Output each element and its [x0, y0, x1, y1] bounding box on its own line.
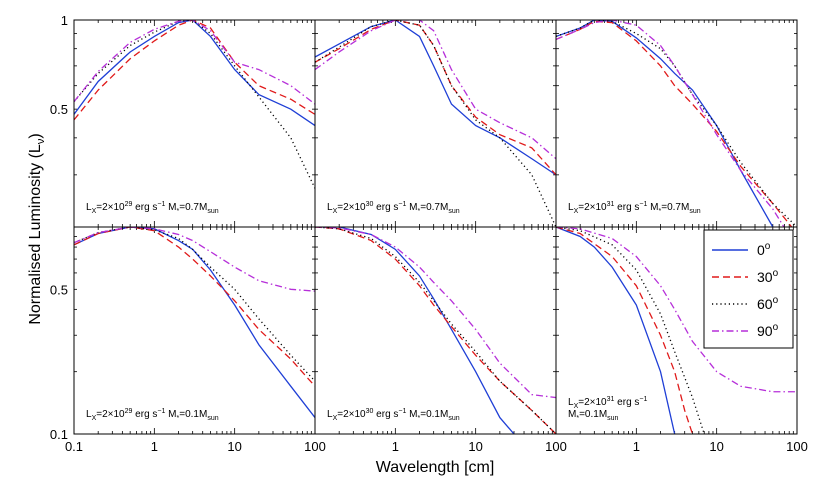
panel-annotation: LX=2×1029 erg s−1 M*=0.7Msun	[86, 201, 219, 215]
series-0-deg-line	[315, 20, 556, 176]
panel-top-middle: LX=2×1030 erg s−1 M*=0.7Msun	[314, 19, 557, 228]
legend-label-90: 90o	[757, 322, 779, 339]
panel-frame	[555, 226, 798, 435]
series-90-deg-line	[74, 20, 315, 105]
legend-label-0: 0o	[757, 241, 771, 258]
series-0-deg-line	[556, 20, 774, 227]
x-tick-label: 10	[227, 439, 241, 454]
panel-annotation: LX=2×1030 erg s−1 M*=0.7Msun	[327, 201, 460, 215]
series-0-deg-line	[556, 227, 676, 434]
series-60-deg-line	[556, 20, 797, 227]
y-axis-label: Normalised Luminosity (Lν)	[27, 133, 47, 324]
panel-annotation: LX=2×1031 erg s−1	[568, 396, 648, 410]
series-90-deg-line	[315, 20, 556, 160]
series-60-deg-line	[74, 227, 315, 382]
series-30-deg-line	[315, 227, 556, 434]
y-tick-label: 1	[61, 13, 68, 28]
x-tick-label: 1	[151, 439, 158, 454]
legend: 0o 30o 60o 90o	[703, 229, 794, 349]
series-0-deg-line	[315, 227, 515, 434]
series-0-deg-line	[74, 20, 315, 127]
panel-frame	[73, 19, 316, 228]
x-tick-label: 0.1	[65, 439, 83, 454]
panel-frame	[555, 19, 798, 228]
x-tick-label: 1	[392, 439, 399, 454]
panel-annotation: M*=0.1Msun	[568, 409, 619, 422]
x-tick-label: 10	[468, 439, 482, 454]
series-60-deg-line	[315, 20, 556, 227]
x-tick-label: 100	[545, 439, 567, 454]
y-tick-label: 0.1	[50, 427, 68, 442]
series-60-deg-line	[315, 227, 556, 434]
series-30-deg-line	[315, 20, 556, 176]
panels-group: 0.5 1 LX=2×1029 erg s−1 M*=0.7Msun LX=2×103…	[50, 13, 808, 454]
y-tick-label: 0.5	[50, 282, 68, 297]
panel-annotation: LX=2×1030 erg s−1 M*=0.1Msun	[327, 408, 460, 422]
x-axis-label: Wavelength [cm]	[376, 459, 495, 476]
series-0-deg-line	[74, 227, 315, 419]
panel-frame	[314, 226, 557, 435]
x-tick-label: 100	[304, 439, 326, 454]
x-tick-label: 100	[786, 439, 808, 454]
panel-top-left: 0.5 1 LX=2×1029 erg s−1 M*=0.7Msun	[50, 13, 316, 228]
x-tick-label: 1	[633, 439, 640, 454]
series-90-deg-line	[556, 20, 785, 227]
series-90-deg-line	[315, 227, 556, 399]
series-30-deg-line	[74, 20, 315, 121]
y-tick-label: 0.5	[50, 102, 68, 117]
series-90-deg-line	[74, 227, 315, 292]
panel-top-right: LX=2×1031 erg s−1 M*=0.7Msun	[555, 19, 798, 228]
panel-annotation: LX=2×1029 erg s−1 M*=0.1Msun	[86, 408, 219, 422]
panel-bottom-right: 1 10 100 LX=2×1031 erg s−1M*=0.1Msun	[555, 226, 808, 454]
series-30-deg-line	[556, 20, 793, 227]
panel-bottom-left: 0.1 0.5 0.1 1 10 100 LX=2×1029 erg s−1 M*=0.1M…	[50, 226, 326, 454]
legend-label-60: 60o	[757, 295, 779, 312]
panel-bottom-middle: 1 10 100 LX=2×1030 erg s−1 M*=0.1Msun	[314, 226, 567, 454]
series-60-deg-line	[556, 227, 705, 434]
panel-annotation: LX=2×1031 erg s−1 M*=0.7Msun	[568, 201, 701, 215]
panel-frame	[73, 226, 316, 435]
legend-label-30: 30o	[757, 268, 779, 285]
x-tick-label: 10	[709, 439, 723, 454]
series-90-deg-line	[556, 227, 797, 393]
